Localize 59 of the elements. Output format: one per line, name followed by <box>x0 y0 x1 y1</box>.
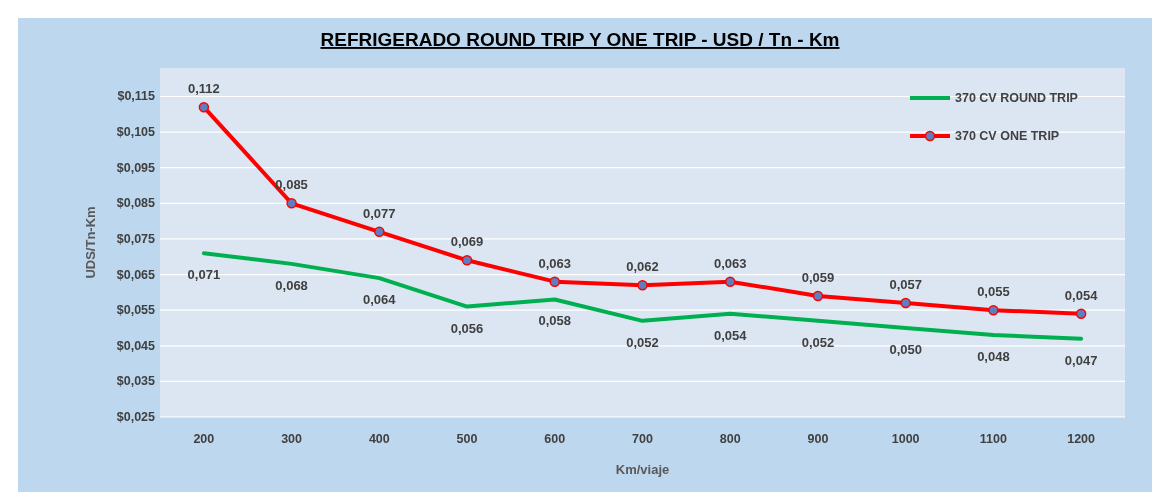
y-tick-label: $0,045 <box>116 338 156 353</box>
data-label: 0,050 <box>889 341 922 357</box>
data-label: 0,077 <box>363 205 396 221</box>
x-axis-title: Km/viaje <box>615 462 670 477</box>
point <box>988 304 999 316</box>
point <box>1075 308 1087 319</box>
data-label: 0,052 <box>626 334 659 350</box>
data-label: 0,063 <box>538 255 572 271</box>
x-tick-label: 600 <box>544 432 566 446</box>
point <box>900 297 911 309</box>
point <box>549 276 561 287</box>
point <box>724 276 736 287</box>
data-label: 0,057 <box>889 277 922 293</box>
data-label: 0,055 <box>977 284 1010 300</box>
x-tick-label: 1100 <box>979 432 1008 446</box>
data-label: 0,068 <box>275 277 308 293</box>
data-label: 0,048 <box>977 349 1010 365</box>
data-label: 0,058 <box>538 313 572 329</box>
data-label: 0,112 <box>187 81 220 97</box>
x-tick-label: 800 <box>719 432 741 446</box>
y-tick-label: $0,095 <box>116 160 156 175</box>
data-label: 0,069 <box>450 234 484 250</box>
legend-label: 370 CV ONE TRIP <box>955 129 1060 143</box>
y-tick-label: $0,085 <box>116 196 156 211</box>
y-tick-label: $0,075 <box>116 231 156 246</box>
data-label: 0,047 <box>1064 352 1098 368</box>
data-label: 0,056 <box>450 320 484 336</box>
point <box>461 255 473 266</box>
x-tick-label: 1200 <box>1067 432 1096 446</box>
y-tick-label: $0,065 <box>116 267 156 282</box>
y-axis-title: UDS/Tn-Km <box>83 206 98 279</box>
chart-title: REFRIGERADO ROUND TRIP Y ONE TRIP - USD / Tn - Km <box>320 29 840 50</box>
data-label: 0,054 <box>1064 287 1099 303</box>
x-tick-label: 700 <box>632 432 653 446</box>
x-tick-label: 900 <box>807 432 829 446</box>
x-tick-label: 1000 <box>891 432 920 446</box>
x-tick-label: 200 <box>193 432 215 446</box>
y-tick-label: $0,055 <box>116 303 156 318</box>
data-label: 0,064 <box>363 292 397 308</box>
data-label: 0,085 <box>275 177 308 193</box>
data-label: 0,054 <box>713 327 748 343</box>
data-label: 0,062 <box>626 259 659 275</box>
x-tick-label: 500 <box>456 432 478 446</box>
point <box>374 226 385 238</box>
data-label: 0,059 <box>801 269 835 285</box>
data-label: 0,063 <box>713 255 747 271</box>
y-tick-label: $0,035 <box>116 374 156 389</box>
point <box>198 101 210 113</box>
x-tick-label: 300 <box>281 432 303 446</box>
data-label: 0,071 <box>187 267 221 283</box>
data-label: 0,052 <box>801 334 835 350</box>
point <box>286 198 297 209</box>
y-tick-label: $0,105 <box>116 125 156 140</box>
y-tick-label: $0,025 <box>116 410 156 424</box>
point <box>812 290 824 302</box>
x-tick-label: 400 <box>368 432 390 446</box>
point <box>637 279 648 291</box>
legend-label: 370 CV ROUND TRIP <box>955 91 1078 105</box>
y-tick-label: $0,115 <box>117 89 156 104</box>
